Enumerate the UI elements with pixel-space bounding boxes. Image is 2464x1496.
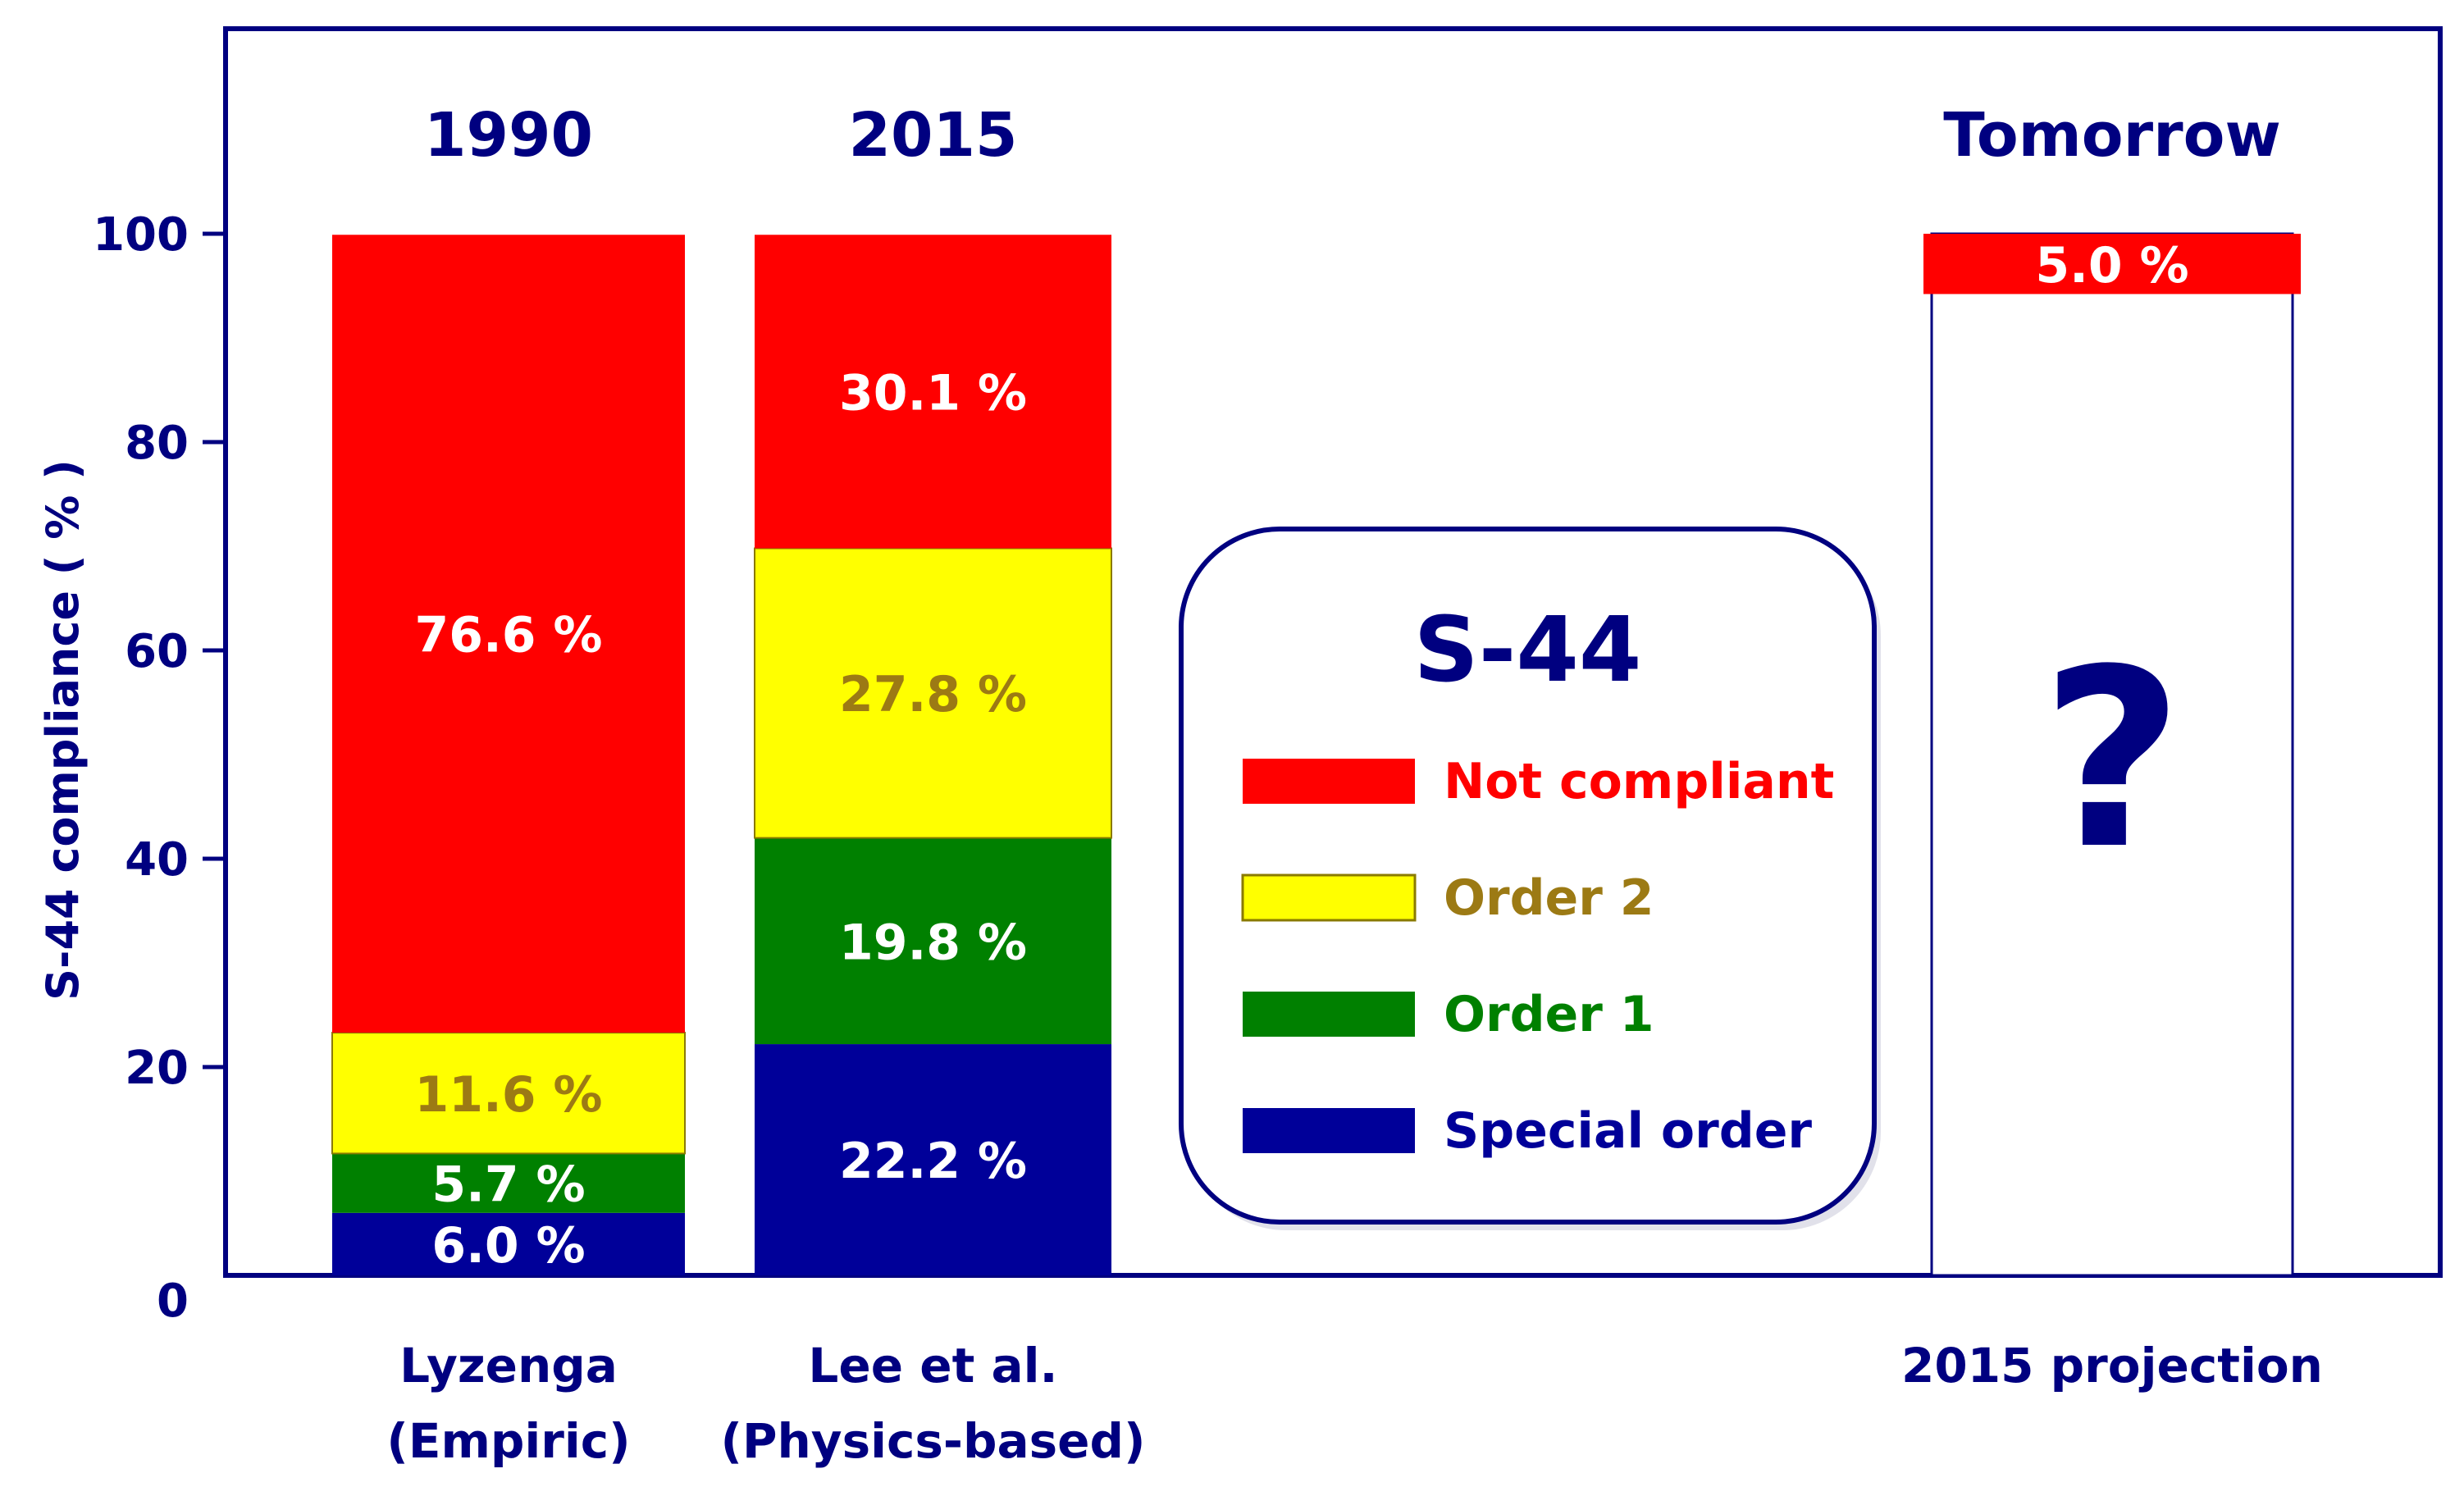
projection-heading: Tomorrow — [1943, 100, 2281, 171]
bar-value-label: 27.8 % — [839, 666, 1027, 723]
question-mark: ? — [2041, 617, 2183, 903]
category-label-line2: (Physics-based) — [720, 1413, 1145, 1469]
bar-value-label: 6.0 % — [431, 1217, 585, 1275]
bar-segment-not-compliant — [332, 235, 685, 1033]
bar-segment-not-compliant — [755, 235, 1111, 549]
projection-column — [1923, 232, 2301, 1277]
y-tick-label: 20 — [125, 1042, 189, 1095]
bar-value-label: 11.6 % — [414, 1066, 602, 1124]
category-label-line2: (Empiric) — [386, 1413, 630, 1469]
bar-value-label: 30.1 % — [839, 364, 1027, 422]
y-tick-label: 100 — [93, 208, 189, 262]
legend-title: S-44 — [1414, 597, 1642, 702]
bar-value-label: 19.8 % — [839, 914, 1027, 971]
legend-swatch — [1243, 759, 1415, 804]
legend-label: Special order — [1444, 1102, 1812, 1160]
legend-box — [1179, 527, 1877, 1225]
y-tick-label: 60 — [125, 625, 189, 678]
bar-segment-order-2 — [754, 547, 1112, 839]
legend-label: Order 2 — [1444, 869, 1654, 927]
category-label-line1: Lee et al. — [808, 1338, 1057, 1393]
projection-not-compliant-segment — [1923, 234, 2301, 294]
y-axis-title: S-44 compliance ( % ) — [37, 459, 89, 1001]
y-tick-label: 80 — [125, 417, 189, 470]
legend-label: Not compliant — [1444, 753, 1834, 810]
legend-swatch — [1243, 992, 1415, 1037]
bar-column-1990 — [331, 235, 686, 1275]
legend-swatch — [1241, 873, 1417, 922]
bar-segment-order-2 — [331, 1032, 686, 1155]
bar-value-label: 22.2 % — [839, 1133, 1027, 1190]
bar-value-label: 5.7 % — [431, 1156, 585, 1214]
projection-category-label: 2015 projection — [1901, 1338, 2323, 1393]
bar-column-2015 — [754, 235, 1112, 1275]
bar-segment-special-order — [755, 1044, 1111, 1275]
column-year-heading: 2015 — [849, 100, 1018, 171]
legend-swatch — [1243, 1108, 1415, 1153]
bar-segment-order-1 — [332, 1153, 685, 1213]
bar-value-label: 76.6 % — [414, 607, 602, 664]
bar-segment-special-order — [332, 1212, 685, 1275]
y-tick-label: 40 — [125, 833, 189, 887]
projection-outline — [1930, 232, 2294, 1277]
projection-value-label: 5.0 % — [2035, 237, 2188, 294]
category-label-line1: Lyzenga — [399, 1338, 618, 1393]
y-tick-label: 0 — [157, 1275, 189, 1328]
legend-label: Order 1 — [1444, 986, 1654, 1043]
column-year-heading: 1990 — [424, 100, 593, 171]
bar-segment-order-1 — [755, 837, 1111, 1045]
